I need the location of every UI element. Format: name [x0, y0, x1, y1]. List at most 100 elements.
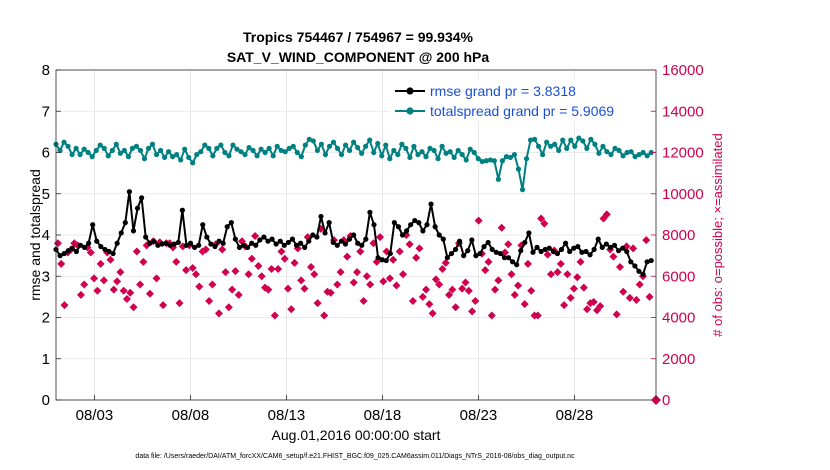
rmse-point [98, 243, 104, 250]
spread-point [234, 146, 240, 152]
rmse-point [567, 248, 573, 255]
spread-point [242, 151, 248, 158]
obs-point [366, 280, 375, 289]
spread-point [306, 136, 312, 142]
rmse-point [314, 234, 320, 240]
spread-point [73, 145, 79, 151]
rmse-point [546, 245, 552, 251]
spread-point [463, 157, 469, 163]
spread-point [479, 158, 485, 165]
spread-point [298, 154, 304, 160]
x-tick-label: 08/03 [76, 407, 114, 424]
spread-point [166, 149, 172, 155]
obs-point [418, 292, 427, 301]
obs-point [629, 244, 638, 253]
spread-point [85, 149, 91, 156]
rmse-point [489, 246, 495, 253]
spread-point [270, 153, 276, 159]
y-right-tick-label: 10000 [662, 186, 704, 203]
obs-point [270, 311, 279, 320]
spread-point [326, 143, 333, 149]
rmse-point [371, 222, 377, 228]
spread-point [467, 146, 473, 152]
rmse-point [204, 234, 210, 240]
y-right-tick-label: 8000 [662, 227, 695, 244]
obs-point [231, 267, 240, 276]
spread-point [129, 145, 136, 151]
rmse-point [273, 241, 279, 247]
obs-point [132, 247, 141, 256]
obs-point [632, 295, 641, 304]
rmse-point [420, 228, 426, 234]
y-right-axis: 0 2000 4000 6000 8000 10000 12000 14000 16000 [651, 62, 704, 409]
rmse-point [106, 248, 112, 255]
rmse-point [628, 259, 634, 265]
rmse-point [587, 252, 593, 258]
obs-point [359, 297, 368, 305]
rmse-point [302, 244, 308, 250]
spread-point [174, 151, 180, 158]
rmse-point [538, 248, 544, 255]
obs-point [645, 292, 654, 301]
spread-point [117, 150, 123, 156]
obs-point [635, 280, 644, 289]
rmse-point [232, 236, 238, 242]
spread-point [125, 154, 131, 160]
spread-point [415, 151, 421, 158]
rmse-point [636, 268, 642, 274]
obs-point [441, 258, 450, 267]
spread-point [367, 137, 373, 143]
obs-point [589, 298, 598, 307]
rmse-point [151, 238, 157, 244]
obs-point [520, 300, 529, 309]
spread-point [371, 149, 377, 156]
spread-point [61, 139, 67, 145]
rmse-point [505, 255, 512, 261]
obs-point [576, 257, 585, 266]
x-axis: 08/03 08/08 08/13 08/18 08/23 08/28 [76, 395, 593, 424]
spread-point [310, 138, 316, 144]
obs-point [287, 305, 296, 314]
obs-point [221, 268, 230, 277]
spread-point [97, 142, 103, 148]
obs-point [343, 252, 352, 261]
obs-point [543, 250, 552, 259]
spread-point [206, 145, 212, 151]
spread-point [379, 153, 385, 159]
rmse-point [289, 236, 296, 242]
rmse-point [611, 242, 618, 248]
rmse-point [603, 241, 609, 247]
spread-point [226, 153, 232, 159]
obs-point [326, 288, 335, 297]
legend: rmse grand pr = 3.8318 totalspread grand… [390, 78, 650, 122]
spread-point [544, 139, 550, 145]
spread-point [230, 142, 236, 148]
spread-point [447, 149, 453, 155]
rmse-point [493, 249, 499, 255]
obs-point [507, 270, 516, 279]
spread-point [407, 154, 413, 161]
rmse-point [130, 228, 137, 234]
rmse-point [240, 242, 247, 248]
rmse-point [200, 222, 206, 228]
rmse-point [187, 240, 194, 246]
y-right-tick-label: 0 [662, 392, 670, 409]
y-left-tick-label: 2 [42, 310, 50, 327]
obs-point [277, 247, 286, 256]
y-right-tick-label: 14000 [662, 103, 704, 120]
spread-point [346, 147, 353, 154]
obs-point [609, 252, 618, 261]
obs-point [389, 255, 398, 264]
spread-point [355, 144, 361, 151]
rmse-point [575, 243, 581, 250]
y-right-label: # of obs: o=possible; ×=assimilated [710, 133, 725, 336]
chart-title: Tropics 754467 / 754967 = 99.934% [243, 29, 474, 45]
obs-point [234, 290, 243, 299]
rmse-point [355, 240, 361, 246]
obs-point [376, 233, 385, 242]
obs-point [126, 288, 135, 297]
spread-point [322, 151, 329, 158]
rmse-point [583, 248, 589, 255]
spread-point [93, 147, 99, 154]
spread-point [576, 135, 582, 141]
